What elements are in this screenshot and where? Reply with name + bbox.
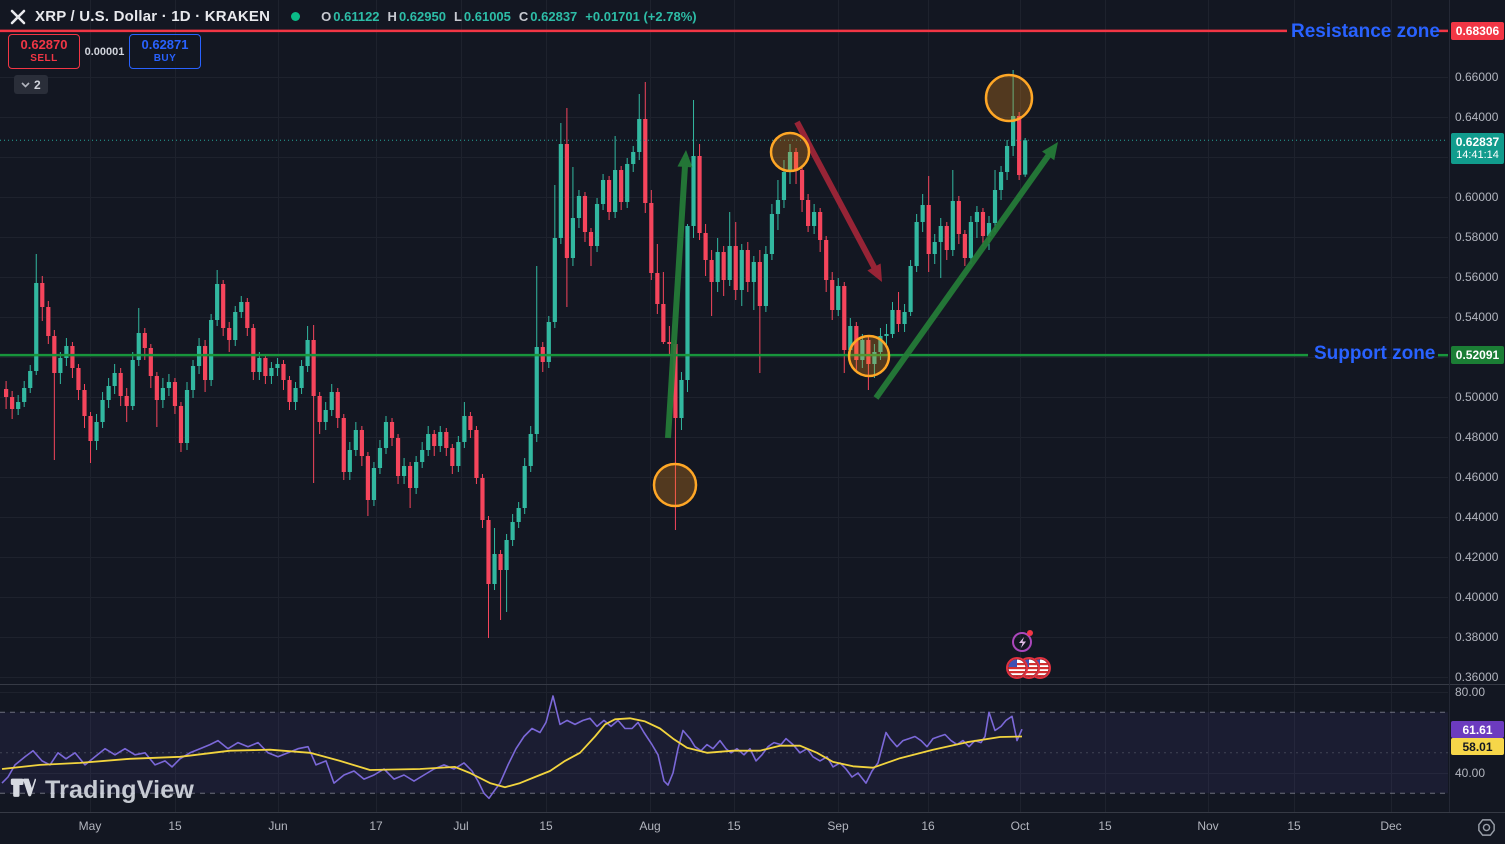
rsi-tick-label: 40.00: [1455, 766, 1486, 780]
resistance-price-badge: 0.68306: [1451, 22, 1504, 40]
change-value: +0.01701 (+2.78%): [585, 9, 697, 24]
chevron-down-icon: [21, 81, 30, 88]
high-value: 0.62950: [398, 9, 446, 24]
price-tick-label: 0.60000: [1455, 190, 1499, 204]
price-tick-label: 0.66000: [1455, 70, 1499, 84]
price-tick-label: 0.42000: [1455, 550, 1499, 564]
market-status-dot-icon[interactable]: [291, 12, 301, 21]
gridlines: [0, 0, 1448, 812]
tradingview-logo-icon: [10, 778, 37, 797]
support-zone-label[interactable]: Support zone: [1314, 343, 1436, 364]
price-tick-label: 0.64000: [1455, 110, 1499, 124]
low-label: L: [453, 9, 462, 24]
price-tick-label: 0.54000: [1455, 310, 1499, 324]
ohlc-readout: O 0.61122 H 0.62950 L 0.61005 C 0.62837 …: [321, 9, 696, 24]
rsi-ma-value-badge: 58.01: [1451, 738, 1504, 755]
last-price-value: 0.62837: [1455, 134, 1500, 149]
drawing-annotations: [652, 73, 1058, 508]
time-tick-label: Jun: [268, 819, 288, 833]
price-tick-label: 0.36000: [1455, 670, 1499, 684]
symbol-title[interactable]: XRP / U.S. Dollar · 1D · KRAKEN: [35, 8, 271, 25]
time-tick-label: Dec: [1380, 819, 1402, 833]
rsi-ma-line: [1, 717, 1023, 789]
time-tick-label: 15: [1287, 819, 1301, 833]
time-tick-label: 15: [168, 819, 182, 833]
open-label: O: [321, 9, 332, 24]
buy-button[interactable]: 0.62871 BUY: [129, 34, 201, 69]
bar-countdown: 14:41:14: [1456, 149, 1499, 162]
time-tick-label: Oct: [1010, 819, 1030, 833]
time-tick-label: May: [78, 819, 102, 833]
sell-price: 0.62870: [20, 37, 68, 53]
object-tree-count: 2: [34, 77, 41, 92]
rsi-band: [0, 712, 1448, 794]
orange-circle-annotation[interactable]: [847, 334, 891, 378]
price-tick-label: 0.58000: [1455, 230, 1499, 244]
time-tick-label: 15: [727, 819, 741, 833]
instant-trade-panel: 0.62870 SELL 0.00001 0.62871 BUY: [8, 34, 201, 69]
price-tick-label: 0.46000: [1455, 470, 1499, 484]
support-price-badge: 0.52091: [1451, 346, 1504, 364]
time-tick-label: Nov: [1197, 819, 1219, 833]
sell-button[interactable]: 0.62870 SELL: [8, 34, 80, 69]
price-tick-label: 0.48000: [1455, 430, 1499, 444]
tradingview-watermark-text: TradingView: [45, 776, 195, 804]
time-tick-label: Sep: [827, 819, 849, 833]
red-arrow-annotation[interactable]: [794, 120, 882, 282]
orange-circle-annotation[interactable]: [652, 462, 698, 508]
orange-circle-annotation[interactable]: [769, 131, 811, 173]
orange-circle-annotation[interactable]: [984, 73, 1034, 123]
close-value: 0.62837: [530, 9, 578, 24]
tradingview-watermark[interactable]: TradingView: [10, 776, 194, 805]
xrp-logo-icon: [10, 9, 26, 24]
rsi-tick-label: 80.00: [1455, 685, 1486, 699]
chart-header: XRP / U.S. Dollar · 1D · KRAKEN O 0.6112…: [10, 8, 697, 25]
time-tick-label: Jul: [453, 819, 469, 833]
high-label: H: [387, 9, 397, 24]
rsi-line: [1, 695, 1023, 800]
economic-event-lightning-icon[interactable]: [1012, 630, 1033, 652]
green-arrow-annotation[interactable]: [665, 150, 693, 439]
buy-price: 0.62871: [141, 37, 189, 53]
rsi-value-badge: 61.61: [1451, 721, 1504, 738]
price-tick-label: 0.38000: [1455, 630, 1499, 644]
price-tick-label: 0.50000: [1455, 390, 1499, 404]
price-tick-label: 0.44000: [1455, 510, 1499, 524]
green-arrow-annotation[interactable]: [873, 142, 1058, 400]
buy-label: BUY: [153, 53, 177, 65]
spread-value: 0.00001: [84, 45, 125, 58]
time-tick-label: 16: [921, 819, 935, 833]
resistance-zone-label[interactable]: Resistance zone: [1291, 21, 1440, 42]
object-tree-chip[interactable]: 2: [14, 75, 48, 94]
open-value: 0.61122: [333, 9, 380, 24]
low-value: 0.61005: [463, 9, 511, 24]
time-tick-label: Aug: [639, 819, 661, 833]
time-tick-label: 15: [1098, 819, 1112, 833]
sell-label: SELL: [30, 53, 58, 65]
last-price-badge: 0.62837 14:41:14: [1451, 133, 1504, 164]
price-tick-label: 0.56000: [1455, 270, 1499, 284]
price-tick-label: 0.40000: [1455, 590, 1499, 604]
us-economic-events-flags-icon[interactable]: [1006, 657, 1051, 679]
time-tick-label: 17: [369, 819, 383, 833]
close-label: C: [518, 9, 529, 24]
time-tick-label: 15: [539, 819, 553, 833]
timezone-settings-icon[interactable]: [1476, 817, 1497, 843]
